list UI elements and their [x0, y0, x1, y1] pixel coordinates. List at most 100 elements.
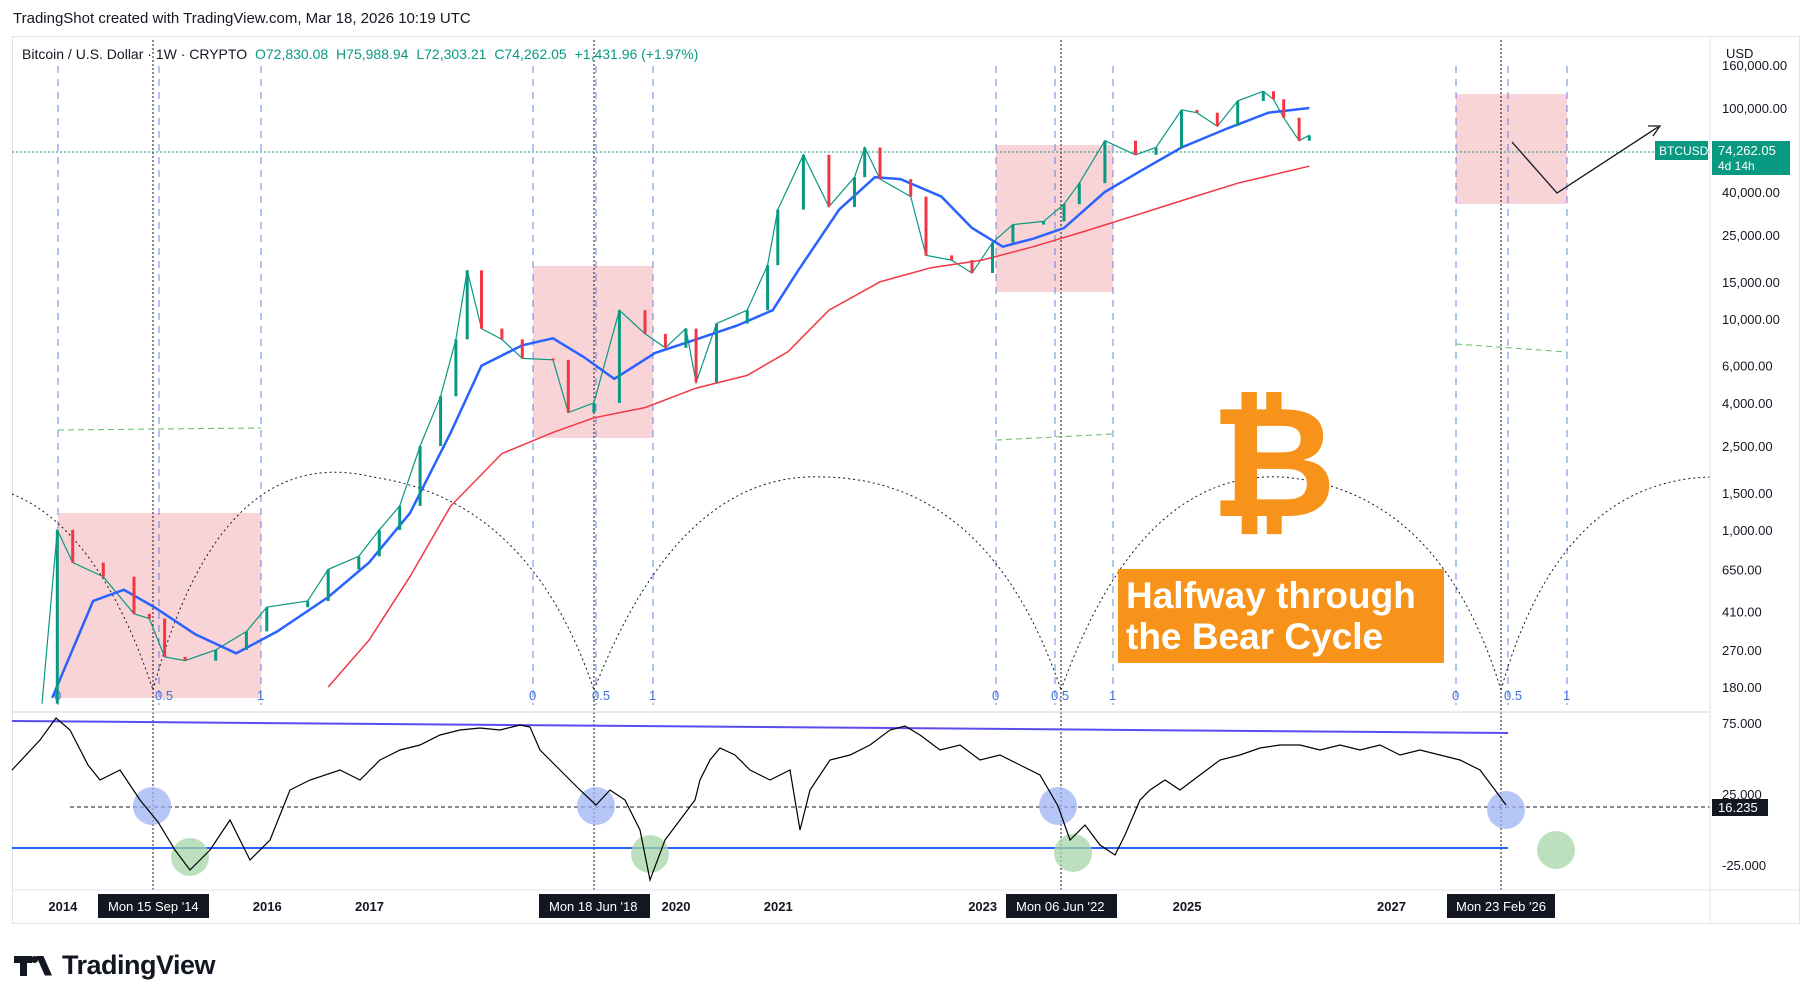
fib-label: 0.5 [155, 688, 173, 703]
candle [853, 177, 856, 207]
ohlc-high: H75,988.94 [336, 46, 409, 62]
time-tick-label: 2020 [662, 899, 691, 914]
ohlc-close: C74,262.05 [494, 46, 567, 62]
tradingview-brand-text: TradingView [62, 950, 216, 980]
ohlc-low: L72,303.21 [416, 46, 487, 62]
candle [715, 323, 718, 383]
fib-label: 1 [1109, 688, 1116, 703]
rsi-tick-label: 75.000 [1722, 716, 1762, 731]
candle [1307, 135, 1311, 141]
candle [684, 328, 688, 348]
rsi-axis-ticks: 75.000 25.000 -25.000 [1722, 716, 1766, 873]
candle [694, 328, 698, 383]
candle [801, 154, 805, 210]
candle [924, 196, 928, 256]
candle [863, 147, 867, 178]
candle [480, 270, 483, 329]
candle [306, 601, 310, 608]
fib-label: 0 [529, 688, 536, 703]
candle [465, 270, 469, 340]
rsi-tick-label: -25.000 [1722, 858, 1766, 873]
moving-average-red-line [327, 165, 1310, 688]
candle [1180, 109, 1183, 148]
candle [776, 209, 780, 266]
rsi-value-badge [1712, 799, 1768, 816]
price-tick-label: 1,500.00 [1722, 486, 1773, 501]
candle [1236, 100, 1240, 127]
cursor-date-2: Mon 18 Jun '18 [549, 899, 638, 914]
cursor-verticals [152, 40, 1502, 890]
price-series [41, 90, 1311, 704]
fib-label: 0 [992, 688, 999, 703]
price-tick-label: 270.00 [1722, 643, 1762, 658]
price-tick-label: 25,000.00 [1722, 228, 1780, 243]
candle [1042, 221, 1046, 225]
last-price-symbol: BTCUSD [1659, 144, 1709, 158]
candle [398, 505, 402, 530]
tradingview-logo[interactable]: TradingView [14, 950, 216, 981]
candle [439, 396, 443, 446]
price-axis-ticks: 160,000.00 100,000.00 40,000.00 25,000.00 15… [1722, 58, 1787, 695]
price-tick-label: 650.00 [1722, 562, 1762, 577]
candle [1077, 183, 1081, 205]
candle [566, 359, 570, 413]
symbol-name: Bitcoin / U.S. Dollar · 1W · CRYPTO [22, 46, 248, 62]
candle [418, 446, 422, 506]
candle [643, 310, 647, 334]
candle [520, 339, 524, 359]
fib-label: 1 [1563, 688, 1570, 703]
rsi-circles [133, 787, 1575, 876]
bear-cycle-callout: Halfway through the Bear Cycle [1118, 569, 1444, 663]
fib-label: 0.5 [1051, 688, 1069, 703]
time-axis-ticks: 2014201620172019202020212023202420252027 [48, 899, 1406, 914]
candle [357, 556, 361, 570]
candle [1103, 140, 1107, 184]
candle [1062, 204, 1066, 222]
fib-label: 0 [54, 688, 61, 703]
ohlc-open: O72,830.08 [254, 46, 329, 62]
price-tick-label: 40,000.00 [1722, 185, 1780, 200]
cursor-date-3: Mon 06 Jun '22 [1016, 899, 1105, 914]
candle [1297, 117, 1301, 141]
candle [55, 529, 59, 704]
candle [950, 255, 954, 261]
price-tick-label: 410.00 [1722, 605, 1762, 620]
candle [970, 260, 974, 273]
candle [827, 154, 831, 207]
rsi-last-value: 16.235 [1718, 800, 1758, 815]
symbol-legend[interactable]: Bitcoin / U.S. Dollar · 1W · CRYPTO O72,… [22, 46, 698, 62]
candle [1272, 91, 1275, 100]
candle [183, 656, 187, 661]
chart-frame [12, 36, 1800, 924]
cursor-date-1: Mon 15 Sep '14 [108, 899, 199, 914]
header-watermark-text: TradingShot created with TradingView.com… [13, 10, 471, 27]
candle [377, 529, 381, 557]
price-tick-label: 10,000.00 [1722, 312, 1780, 327]
callout-line-1: Halfway through [1126, 575, 1416, 616]
price-tick-label: 160,000.00 [1722, 58, 1787, 73]
cursor-date-labels: Mon 15 Sep '14 Mon 18 Jun '18 Mon 06 Jun… [98, 894, 1555, 918]
candle [663, 333, 667, 348]
rsi-tick-label: 25.000 [1722, 787, 1762, 802]
candle [1215, 112, 1219, 127]
fib-label: 0.5 [1504, 688, 1522, 703]
candle [909, 179, 913, 197]
candle [1134, 140, 1137, 155]
candle [592, 402, 596, 413]
candle [551, 358, 555, 361]
candle [214, 649, 218, 661]
candle [147, 613, 151, 619]
price-tick-label: 180.00 [1722, 680, 1762, 695]
projection-arrow [1511, 125, 1662, 194]
price-tick-label: 100,000.00 [1722, 101, 1787, 116]
time-tick-label: 2025 [1173, 899, 1202, 914]
time-tick-label: 2017 [355, 899, 384, 914]
candle [500, 328, 504, 340]
last-price-countdown: 4d 14h [1718, 159, 1755, 173]
fib-labels: 0 0.5 1 0 0.5 1 0 0.5 1 0 0.5 1 [54, 688, 1570, 703]
rsi-upper-trendline [11, 720, 1509, 734]
candle [1195, 109, 1199, 113]
time-tick-label: 2021 [764, 899, 793, 914]
tradingview-logo-icon [14, 955, 52, 976]
